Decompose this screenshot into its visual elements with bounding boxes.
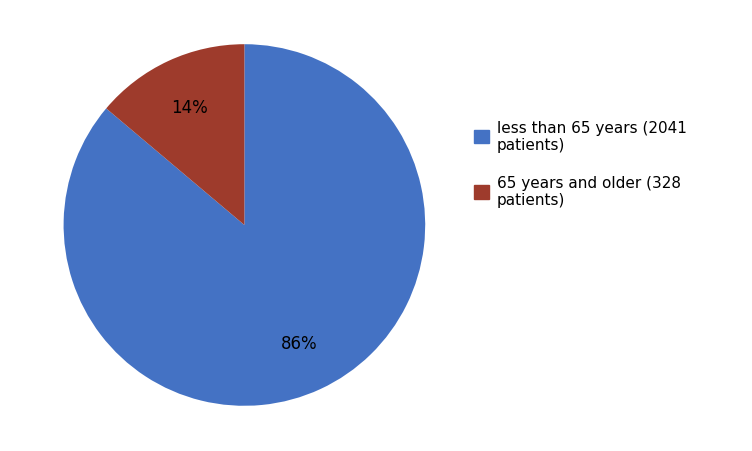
- Text: 14%: 14%: [171, 99, 208, 117]
- Wedge shape: [64, 45, 425, 406]
- Wedge shape: [106, 45, 244, 226]
- Text: 86%: 86%: [281, 334, 317, 352]
- Legend: less than 65 years (2041
patients), 65 years and older (328
patients): less than 65 years (2041 patients), 65 y…: [474, 120, 687, 208]
